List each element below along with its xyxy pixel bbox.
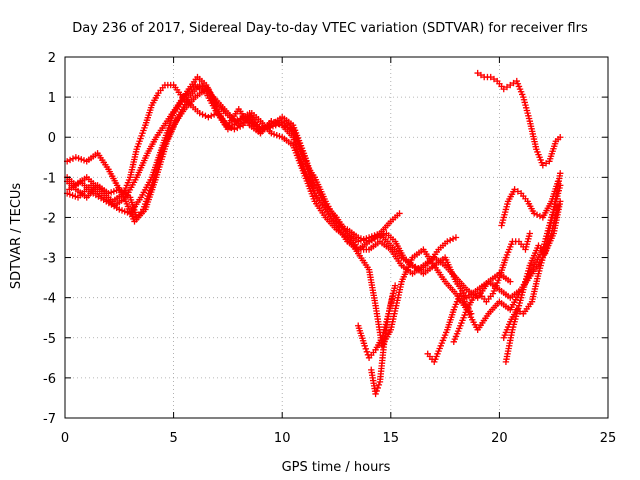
y-tick-label: -6 <box>43 372 56 387</box>
y-tick-label: -2 <box>43 211 56 226</box>
x-tick-label: 15 <box>383 431 400 446</box>
data-marker <box>373 387 380 395</box>
data-point <box>231 126 238 133</box>
data-point <box>444 238 451 245</box>
series-arc2 <box>63 73 460 273</box>
data-marker <box>210 111 218 118</box>
data-marker <box>375 381 383 389</box>
data-marker <box>449 235 457 243</box>
plot-frame <box>64 56 609 419</box>
data-point <box>557 170 564 177</box>
data-marker <box>514 188 522 195</box>
data-point <box>507 81 514 89</box>
data-point <box>554 178 562 185</box>
data-point <box>487 73 494 81</box>
y-tick-label: -3 <box>43 252 56 267</box>
x-tick-label: 10 <box>274 431 291 446</box>
series-arc1 <box>63 81 403 245</box>
data-point <box>470 294 477 301</box>
data-marker <box>228 124 235 132</box>
data-marker <box>208 112 215 120</box>
y-tick-label: 1 <box>48 91 56 106</box>
data-point <box>222 121 229 129</box>
data-marker <box>237 123 244 130</box>
x-tick-label: 5 <box>169 431 177 446</box>
data-point <box>507 278 514 285</box>
data-marks <box>63 69 564 398</box>
data-marker <box>542 160 550 167</box>
data-point <box>539 162 547 169</box>
data-marker <box>473 292 480 299</box>
data-marker <box>199 83 206 90</box>
y-tick-label: -4 <box>43 292 56 307</box>
data-point <box>467 310 475 317</box>
data-marker <box>234 124 241 132</box>
data-marker <box>510 79 517 87</box>
data-marker <box>202 112 209 120</box>
series-arc9 <box>450 230 534 345</box>
chart-title: Day 236 of 2017, Sidereal Day-to-day VTE… <box>72 21 588 36</box>
x-tick-label: 20 <box>491 431 508 446</box>
data-marker <box>69 155 77 162</box>
data-point <box>361 342 368 349</box>
x-tick-label: 0 <box>61 431 69 446</box>
data-marker <box>490 75 498 83</box>
series-arc5 <box>63 81 564 349</box>
y-axis-label: SDTVAR / TECUs <box>9 183 24 290</box>
data-point <box>511 186 518 193</box>
series-arc11 <box>502 202 562 366</box>
data-marker <box>477 71 485 79</box>
data-marker <box>536 212 544 220</box>
data-point <box>196 81 203 89</box>
series-arc10 <box>500 182 564 341</box>
axis-ticks: 0 5 10 15 20 25 -7 -6 -5 -4 -3 -2 -1 0 1 2 <box>43 51 616 446</box>
y-tick-label: -7 <box>43 412 56 427</box>
data-point <box>474 69 481 77</box>
data-marker <box>199 111 206 118</box>
data-marker <box>533 211 541 218</box>
data-marker <box>374 384 381 392</box>
data-point <box>389 290 397 297</box>
y-tick-label: -1 <box>43 171 56 186</box>
data-point <box>554 202 562 209</box>
data-marker <box>66 156 74 164</box>
series-arc8 <box>424 290 475 366</box>
data-point <box>205 113 212 121</box>
data-point <box>557 134 564 141</box>
data-point <box>196 109 203 117</box>
x-tick-label: 25 <box>600 431 617 446</box>
data-marker <box>503 83 511 91</box>
data-marker <box>362 345 370 353</box>
y-tick-label: -5 <box>43 332 56 347</box>
data-point <box>452 234 460 241</box>
y-tick-label: 0 <box>48 131 56 146</box>
data-point <box>500 85 507 93</box>
data-point <box>396 210 403 217</box>
series-arc7 <box>368 290 397 398</box>
x-axis-label: GPS time / hours <box>282 460 391 475</box>
data-marker <box>446 236 454 244</box>
data-point <box>372 390 379 398</box>
data-point <box>530 210 538 217</box>
data-point <box>391 282 399 289</box>
series-arc13 <box>474 69 564 169</box>
data-point <box>526 230 534 237</box>
series-arc12 <box>498 178 562 229</box>
y-tick-label: 2 <box>48 51 56 66</box>
data-marker <box>363 348 371 356</box>
data-marker <box>202 84 209 91</box>
data-marker <box>225 123 232 130</box>
